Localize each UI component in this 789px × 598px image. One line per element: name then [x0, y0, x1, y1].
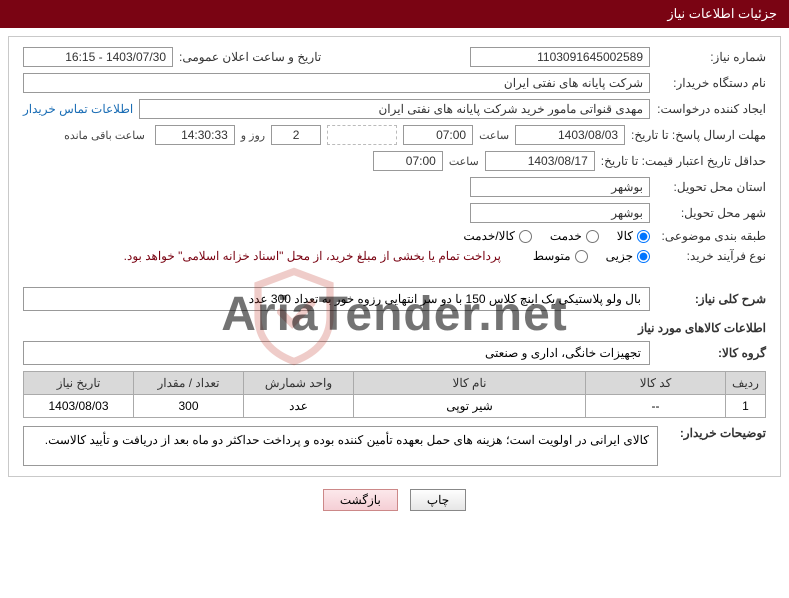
- radio-medium-input[interactable]: [575, 250, 588, 263]
- hour-label-2: ساعت: [449, 155, 479, 168]
- row-need-number: شماره نیاز: 1103091645002589 تاریخ و ساع…: [23, 47, 766, 67]
- proc-type-label: نوع فرآیند خرید:: [656, 249, 766, 263]
- panel-title: جزئیات اطلاعات نیاز: [667, 6, 777, 21]
- category-label: طبقه بندی موضوعی:: [656, 229, 766, 243]
- radio-medium[interactable]: متوسط: [533, 249, 588, 263]
- radio-minor-input[interactable]: [637, 250, 650, 263]
- overview-value: بال ولو پلاستیکی یک اینچ کلاس 150 با دو …: [23, 287, 650, 311]
- deadline-date: 1403/08/03: [515, 125, 625, 145]
- row-province: استان محل تحویل: بوشهر: [23, 177, 766, 197]
- days-remaining: 2: [271, 125, 321, 145]
- col-unit: واحد شمارش: [244, 372, 354, 395]
- province-label: استان محل تحویل:: [656, 180, 766, 194]
- remain-suffix: ساعت باقی مانده: [64, 129, 145, 142]
- goods-section-title: اطلاعات کالاهای مورد نیاز: [23, 321, 766, 335]
- row-min-valid: حداقل تاریخ اعتبار قیمت: تا تاریخ: 1403/…: [23, 151, 766, 171]
- row-group: گروه کالا: تجهیزات خانگی، اداری و صنعتی: [23, 341, 766, 365]
- radio-service-label: خدمت: [550, 229, 582, 243]
- radio-goods[interactable]: کالا: [617, 229, 650, 243]
- cell-qty: 300: [134, 395, 244, 418]
- min-valid-date: 1403/08/17: [485, 151, 595, 171]
- province-value: بوشهر: [470, 177, 650, 197]
- table-row: 1 -- شیر توپی عدد 300 1403/08/03: [24, 395, 766, 418]
- payment-note: پرداخت تمام یا بخشی از مبلغ خرید، از محل…: [124, 249, 501, 263]
- table-header-row: ردیف کد کالا نام کالا واحد شمارش تعداد /…: [24, 372, 766, 395]
- row-buyer-org: نام دستگاه خریدار: شرکت پایانه های نفتی …: [23, 73, 766, 93]
- announce-label: تاریخ و ساعت اعلان عمومی:: [179, 50, 321, 64]
- row-buyer-note: توضیحات خریدار: کالای ایرانی در اولویت ا…: [23, 426, 766, 466]
- cell-name: شیر توپی: [354, 395, 586, 418]
- radio-minor[interactable]: جزیی: [606, 249, 650, 263]
- requester-value: مهدی قنواتی مامور خرید شرکت پایانه های ن…: [139, 99, 650, 119]
- deadline-label: مهلت ارسال پاسخ: تا تاریخ:: [631, 128, 766, 142]
- row-category: طبقه بندی موضوعی: کالا خدمت کالا/خدمت: [23, 229, 766, 243]
- radio-goods-input[interactable]: [637, 230, 650, 243]
- buyer-note-text: کالای ایرانی در اولویت است؛ هزینه های حم…: [23, 426, 658, 466]
- form-container: AriaTender.net شماره نیاز: 1103091645002…: [8, 36, 781, 477]
- group-label: گروه کالا:: [656, 346, 766, 360]
- city-value: بوشهر: [470, 203, 650, 223]
- radio-both-input[interactable]: [519, 230, 532, 243]
- min-valid-time: 07:00: [373, 151, 443, 171]
- row-deadline: مهلت ارسال پاسخ: تا تاریخ: 1403/08/03 سا…: [23, 125, 766, 145]
- row-overview: شرح کلی نیاز: بال ولو پلاستیکی یک اینچ ک…: [23, 287, 766, 311]
- spacer-box: [327, 125, 397, 145]
- radio-minor-label: جزیی: [606, 249, 633, 263]
- group-value: تجهیزات خانگی، اداری و صنعتی: [23, 341, 650, 365]
- goods-table: ردیف کد کالا نام کالا واحد شمارش تعداد /…: [23, 371, 766, 418]
- footer-buttons: چاپ بازگشت: [0, 489, 789, 511]
- cell-code: --: [586, 395, 726, 418]
- col-name: نام کالا: [354, 372, 586, 395]
- buyer-contact-link[interactable]: اطلاعات تماس خریدار: [23, 102, 133, 116]
- print-button[interactable]: چاپ: [410, 489, 466, 511]
- radio-both-label: کالا/خدمت: [463, 229, 514, 243]
- back-button[interactable]: بازگشت: [323, 489, 398, 511]
- radio-service[interactable]: خدمت: [550, 229, 599, 243]
- buyer-note-label: توضیحات خریدار:: [666, 426, 766, 440]
- time-remaining: 14:30:33: [155, 125, 235, 145]
- cell-unit: عدد: [244, 395, 354, 418]
- col-date: تاریخ نیاز: [24, 372, 134, 395]
- row-city: شهر محل تحویل: بوشهر: [23, 203, 766, 223]
- deadline-time: 07:00: [403, 125, 473, 145]
- row-requester: ایجاد کننده درخواست: مهدی قنواتی مامور خ…: [23, 99, 766, 119]
- requester-label: ایجاد کننده درخواست:: [656, 102, 766, 116]
- panel-header: جزئیات اطلاعات نیاز: [0, 0, 789, 28]
- radio-both[interactable]: کالا/خدمت: [463, 229, 531, 243]
- hour-label-1: ساعت: [479, 129, 509, 142]
- days-and-label: روز و: [241, 129, 265, 142]
- radio-service-input[interactable]: [586, 230, 599, 243]
- col-code: کد کالا: [586, 372, 726, 395]
- radio-medium-label: متوسط: [533, 249, 571, 263]
- buyer-org-label: نام دستگاه خریدار:: [656, 76, 766, 90]
- buyer-org-value: شرکت پایانه های نفتی ایران: [23, 73, 650, 93]
- radio-goods-label: کالا: [617, 229, 633, 243]
- category-radio-group: کالا خدمت کالا/خدمت: [463, 229, 650, 243]
- row-proc-type: نوع فرآیند خرید: جزیی متوسط پرداخت تمام …: [23, 249, 766, 263]
- col-index: ردیف: [726, 372, 766, 395]
- overview-label: شرح کلی نیاز:: [656, 292, 766, 306]
- need-no-value: 1103091645002589: [470, 47, 650, 67]
- col-qty: تعداد / مقدار: [134, 372, 244, 395]
- min-valid-label: حداقل تاریخ اعتبار قیمت: تا تاریخ:: [601, 154, 766, 168]
- cell-date: 1403/08/03: [24, 395, 134, 418]
- announce-value: 1403/07/30 - 16:15: [23, 47, 173, 67]
- cell-index: 1: [726, 395, 766, 418]
- proc-radio-group: جزیی متوسط: [533, 249, 650, 263]
- city-label: شهر محل تحویل:: [656, 206, 766, 220]
- need-no-label: شماره نیاز:: [656, 50, 766, 64]
